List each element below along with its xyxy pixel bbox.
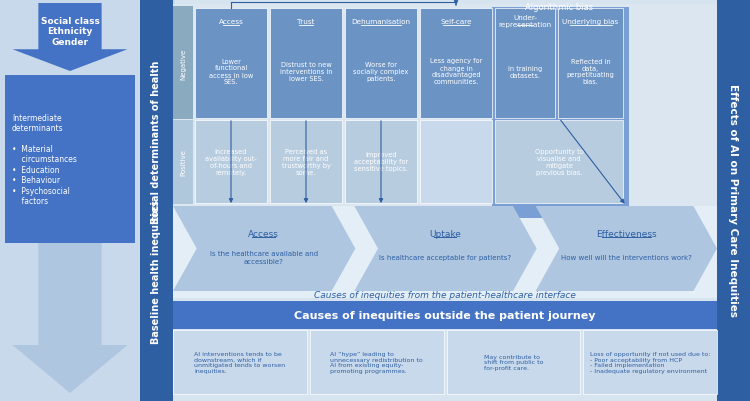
Bar — [717, 0, 750, 401]
Text: Access: Access — [248, 229, 279, 238]
Polygon shape — [354, 207, 537, 291]
Bar — [173, 298, 717, 401]
Bar — [173, 5, 717, 298]
Bar — [173, 330, 307, 394]
Text: Access: Access — [218, 19, 244, 25]
Polygon shape — [13, 4, 128, 72]
Bar — [420, 9, 492, 119]
Text: Reflected in
data,
perpetituating
bias.: Reflected in data, perpetituating bias. — [566, 59, 614, 85]
Text: Self-care: Self-care — [440, 19, 472, 25]
Text: Distrust to new
interventions in
lower SES.: Distrust to new interventions in lower S… — [280, 62, 332, 82]
Text: Negative: Negative — [180, 48, 186, 79]
Polygon shape — [13, 243, 128, 393]
Text: Social class
Ethnicity
Gender: Social class Ethnicity Gender — [40, 17, 100, 47]
Bar — [584, 330, 717, 394]
Bar — [558, 9, 623, 119]
Text: Lower
functional
access in low
SES.: Lower functional access in low SES. — [209, 59, 253, 85]
Bar — [420, 121, 492, 203]
Text: Is healthcare acceptable for patients?: Is healthcare acceptable for patients? — [379, 254, 511, 260]
Bar — [173, 121, 193, 205]
Text: In training
datasets.: In training datasets. — [508, 65, 542, 78]
Text: Worse for
socially complex
patients.: Worse for socially complex patients. — [353, 62, 409, 82]
Text: Less agency for
change in
disadvantaged
communities.: Less agency for change in disadvantaged … — [430, 59, 482, 85]
Text: Under-
representation: Under- representation — [499, 16, 551, 28]
Text: Uptake: Uptake — [429, 229, 461, 238]
Text: AI interventions tends to be
downstream, which if
unmitigated tends to worsen
in: AI interventions tends to be downstream,… — [194, 351, 286, 373]
Text: Is the healthcare available and
accessible?: Is the healthcare available and accessib… — [209, 251, 318, 264]
Bar — [195, 121, 267, 203]
Text: Algorithmic bias: Algorithmic bias — [525, 4, 593, 12]
Text: Effectiveness: Effectiveness — [596, 229, 657, 238]
Bar — [173, 7, 193, 120]
Bar — [495, 9, 555, 119]
Text: Underlying bias: Underlying bias — [562, 19, 619, 25]
Text: Intermediate
determinants

•  Material
    circumstances
•  Education
•  Behavio: Intermediate determinants • Material cir… — [12, 113, 76, 206]
Bar — [495, 121, 623, 203]
Bar — [0, 0, 175, 401]
Polygon shape — [536, 207, 717, 291]
Text: Increased
availability out-
of-hours and
remotely.: Increased availability out- of-hours and… — [205, 149, 257, 176]
Text: Dehumanisation: Dehumanisation — [352, 19, 410, 25]
Bar — [195, 9, 267, 119]
Bar — [5, 76, 135, 243]
Text: Causes of inequities outside the patient journey: Causes of inequities outside the patient… — [294, 310, 596, 320]
Text: Improved
acceptability for
sensitive topics.: Improved acceptability for sensitive top… — [354, 152, 408, 172]
Text: Loss of opportunity if not used due to:
- Poor acceptability from HCP
- Failed i: Loss of opportunity if not used due to: … — [590, 351, 710, 373]
Text: AI “hype” leading to
unnecessary redistribution to
AI from existing equity-
prom: AI “hype” leading to unnecessary redistr… — [330, 351, 423, 373]
Bar — [140, 0, 173, 401]
Text: Positive: Positive — [180, 149, 186, 176]
Bar — [270, 121, 342, 203]
Bar — [446, 330, 580, 394]
Text: Trust: Trust — [297, 19, 315, 25]
Text: Causes of inequities from the patient-healthcare interface: Causes of inequities from the patient-he… — [314, 291, 576, 300]
Bar — [173, 5, 717, 207]
Text: Opportunity to
visualise and
mitigate
previous bias.: Opportunity to visualise and mitigate pr… — [535, 149, 584, 176]
Bar — [173, 301, 717, 329]
Bar — [270, 9, 342, 119]
Text: How well will the interventions work?: How well will the interventions work? — [561, 254, 692, 260]
Bar — [310, 330, 443, 394]
Text: Baseline health inequities: Baseline health inequities — [151, 200, 161, 343]
Text: Effects of AI on Primary Care Inequities: Effects of AI on Primary Care Inequities — [728, 84, 738, 317]
Bar — [345, 121, 417, 203]
Text: May contribute to
shift from public to
for-profit care.: May contribute to shift from public to f… — [484, 354, 543, 371]
Bar — [492, 8, 629, 219]
Polygon shape — [173, 207, 356, 291]
Text: Social determinants of health: Social determinants of health — [151, 60, 161, 223]
Text: Perceived as
more fair and
trustworthy by
some.: Perceived as more fair and trustworthy b… — [281, 149, 331, 176]
Bar — [173, 298, 717, 396]
Bar — [345, 9, 417, 119]
